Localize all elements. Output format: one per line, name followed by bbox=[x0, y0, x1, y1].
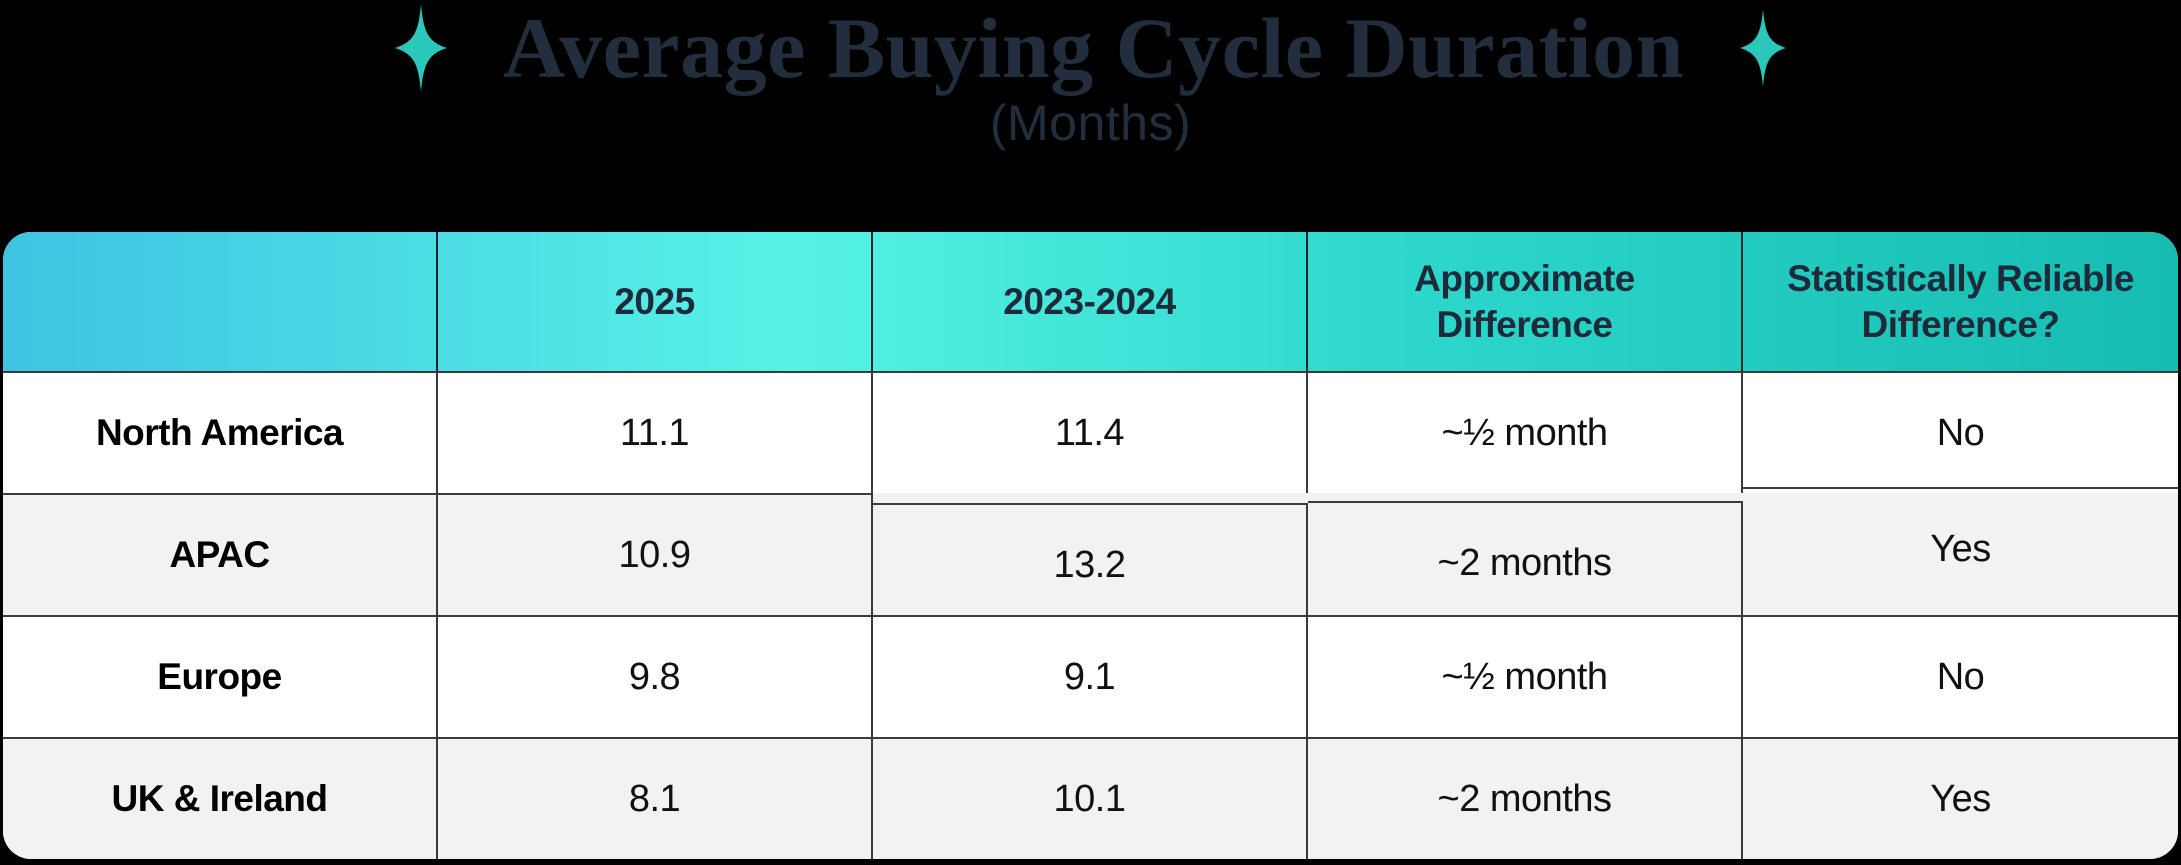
table-row-uk-ireland: UK & Ireland 8.1 10.1 ~2 months Yes bbox=[3, 737, 2178, 859]
col-header-statistically-reliable-difference: Statistically Reliable Difference? bbox=[1787, 258, 2134, 345]
region-cell: North America bbox=[3, 371, 438, 493]
table-header-row: 2025 2023-2024 Approximate Difference St… bbox=[3, 232, 2178, 371]
value-2025-cell: 11.1 bbox=[438, 371, 873, 493]
value-2023-2024-cell: 13.2 bbox=[873, 503, 1308, 625]
reliable-cell: No bbox=[1743, 371, 2178, 493]
value-2025-cell: 9.8 bbox=[438, 615, 873, 737]
sparkle-icon bbox=[1739, 7, 1786, 89]
reliable-cell: No bbox=[1743, 615, 2178, 737]
difference-cell: ~½ month bbox=[1308, 371, 1743, 493]
difference-cell: ~2 months bbox=[1308, 501, 1743, 623]
value-2025-cell: 8.1 bbox=[438, 737, 873, 859]
page-subtitle: (Months) bbox=[989, 95, 1192, 151]
difference-cell: ~2 months bbox=[1308, 737, 1743, 859]
region-cell: Europe bbox=[3, 615, 438, 737]
value-2025-cell: 10.9 bbox=[438, 493, 873, 615]
col-header-2023-2024: 2023-2024 bbox=[873, 232, 1308, 371]
region-cell: APAC bbox=[3, 493, 438, 615]
value-2023-2024-cell: 11.4 bbox=[873, 371, 1308, 493]
sparkle-icon bbox=[395, 4, 448, 92]
page-title: Average Buying Cycle Duration bbox=[503, 0, 1684, 96]
difference-cell: ~½ month bbox=[1308, 615, 1743, 737]
col-header-region bbox=[3, 232, 438, 371]
table-row-europe: Europe 9.8 9.1 ~½ month No bbox=[3, 615, 2178, 737]
table-row-apac: APAC 10.9 13.2 ~2 months Yes bbox=[3, 487, 2178, 625]
reliable-cell: Yes bbox=[1743, 737, 2178, 859]
title-row: Average Buying Cycle Duration bbox=[0, 0, 2181, 92]
table-row-north-america: North America 11.1 11.4 ~½ month No bbox=[3, 371, 2178, 493]
buying-cycle-table: 2025 2023-2024 Approximate Difference St… bbox=[3, 232, 2178, 859]
reliable-cell: Yes bbox=[1743, 487, 2178, 609]
value-2023-2024-cell: 9.1 bbox=[873, 615, 1308, 737]
region-cell: UK & Ireland bbox=[3, 737, 438, 859]
title-block: Average Buying Cycle Duration (Months) bbox=[0, 0, 2181, 152]
value-2023-2024-cell: 10.1 bbox=[873, 737, 1308, 859]
col-header-approximate-difference: Approximate Difference bbox=[1308, 232, 1743, 371]
col-header-2025: 2025 bbox=[438, 232, 873, 371]
